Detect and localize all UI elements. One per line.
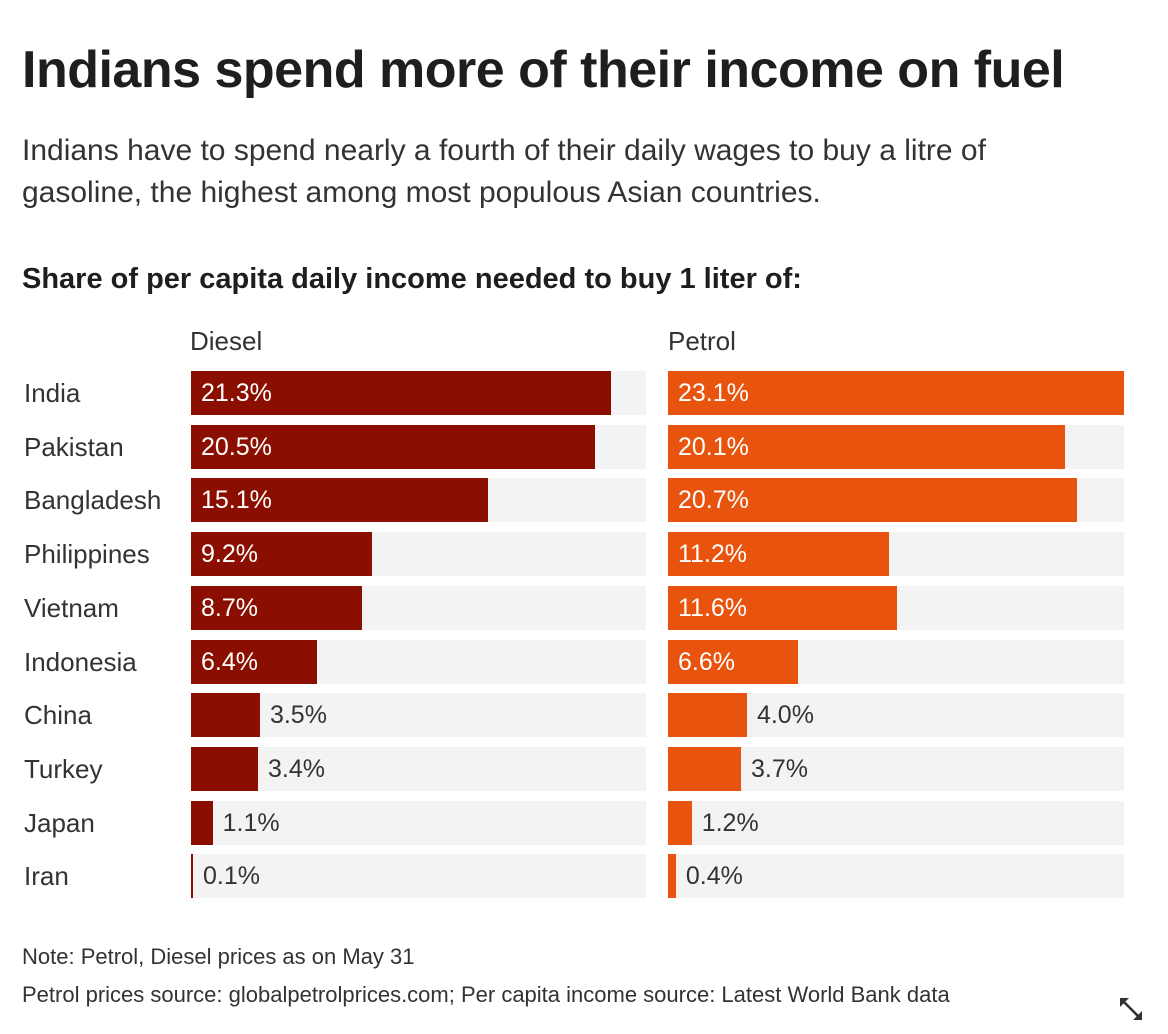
- category-label: Indonesia: [24, 647, 137, 677]
- diesel-bar: [191, 425, 595, 469]
- diesel-bar: [191, 801, 213, 845]
- data-label: 8.7%: [201, 594, 258, 622]
- chart-title: Indians spend more of their income on fu…: [22, 41, 1065, 99]
- petrol-bar: [668, 854, 676, 898]
- diesel-bar: [191, 371, 611, 415]
- category-label: Bangladesh: [24, 485, 162, 515]
- category-label: Iran: [24, 861, 69, 891]
- diesel-bar: [191, 693, 260, 737]
- data-label: 23.1%: [678, 379, 749, 407]
- bar-track: [191, 586, 646, 630]
- chart-source: Petrol prices source: globalpetrolprices…: [22, 982, 950, 1007]
- data-label: 9.2%: [201, 540, 258, 568]
- bar-track: [191, 854, 646, 898]
- petrol-bar: [668, 586, 897, 630]
- bar-track: [668, 586, 1124, 630]
- petrol-bar: [668, 425, 1065, 469]
- bar-track: [668, 532, 1124, 576]
- data-label: 0.1%: [203, 862, 260, 890]
- petrol-bar: [668, 747, 742, 791]
- bar-track: [668, 747, 1124, 791]
- petrol-bar: [668, 693, 747, 737]
- data-label: 20.5%: [201, 433, 272, 461]
- category-label: India: [24, 378, 81, 408]
- diesel-bar: [191, 747, 258, 791]
- diesel-bar: [191, 586, 363, 630]
- bar-track: [191, 693, 646, 737]
- bar-track: [668, 801, 1124, 845]
- petrol-bar: [668, 371, 1124, 415]
- bar-track: [668, 478, 1124, 522]
- bar-track: [191, 532, 646, 576]
- data-label: 3.4%: [267, 755, 325, 783]
- data-label: 4.0%: [756, 701, 814, 729]
- petrol-bar: [668, 532, 890, 576]
- data-label: 0.4%: [685, 862, 743, 890]
- category-label: Philippines: [24, 539, 150, 569]
- data-label: 11.6%: [678, 594, 748, 622]
- data-label: 21.3%: [201, 379, 272, 407]
- category-label: Vietnam: [24, 593, 119, 623]
- data-label: 6.4%: [201, 648, 258, 676]
- petrol-bar: [668, 478, 1077, 522]
- data-label: 3.7%: [751, 755, 809, 783]
- bar-track: [668, 854, 1124, 898]
- expand-arrows-icon[interactable]: [1118, 996, 1144, 1022]
- data-label: 3.5%: [269, 701, 327, 729]
- bar-track: [668, 371, 1124, 415]
- bar-track: [191, 478, 646, 522]
- data-label: 1.2%: [701, 809, 759, 837]
- bar-track: [191, 425, 646, 469]
- bar-track: [191, 747, 646, 791]
- diesel-bar: [191, 854, 193, 898]
- data-label: 15.1%: [201, 486, 272, 514]
- category-label: China: [24, 700, 92, 730]
- diesel-series-title: Diesel: [190, 326, 263, 356]
- data-label: 20.7%: [678, 486, 749, 514]
- chart-note: Note: Petrol, Diesel prices as on May 31: [22, 944, 415, 969]
- data-label: 20.1%: [678, 433, 749, 461]
- data-label: 1.1%: [222, 809, 280, 837]
- petrol-bar: [668, 801, 692, 845]
- diesel-bar: [191, 478, 489, 522]
- category-label: Turkey: [24, 754, 103, 784]
- petrol-bar: [668, 640, 799, 684]
- bar-track: [668, 640, 1124, 684]
- bar-track: [191, 640, 646, 684]
- data-label: 11.2%: [678, 540, 748, 568]
- bar-track: [191, 371, 646, 415]
- diesel-bar: [191, 532, 373, 576]
- bar-track: [191, 801, 646, 845]
- data-label: 6.6%: [678, 648, 735, 676]
- category-label: Japan: [24, 808, 95, 838]
- category-label: Pakistan: [24, 432, 124, 462]
- chart-subtitle: Indians have to spend nearly a fourth of…: [22, 134, 986, 209]
- bar-track: [668, 693, 1124, 737]
- diesel-bar: [191, 640, 318, 684]
- petrol-series-title: Petrol: [668, 326, 736, 356]
- chart-heading: Share of per capita daily income needed …: [22, 263, 802, 295]
- bar-track: [668, 425, 1124, 469]
